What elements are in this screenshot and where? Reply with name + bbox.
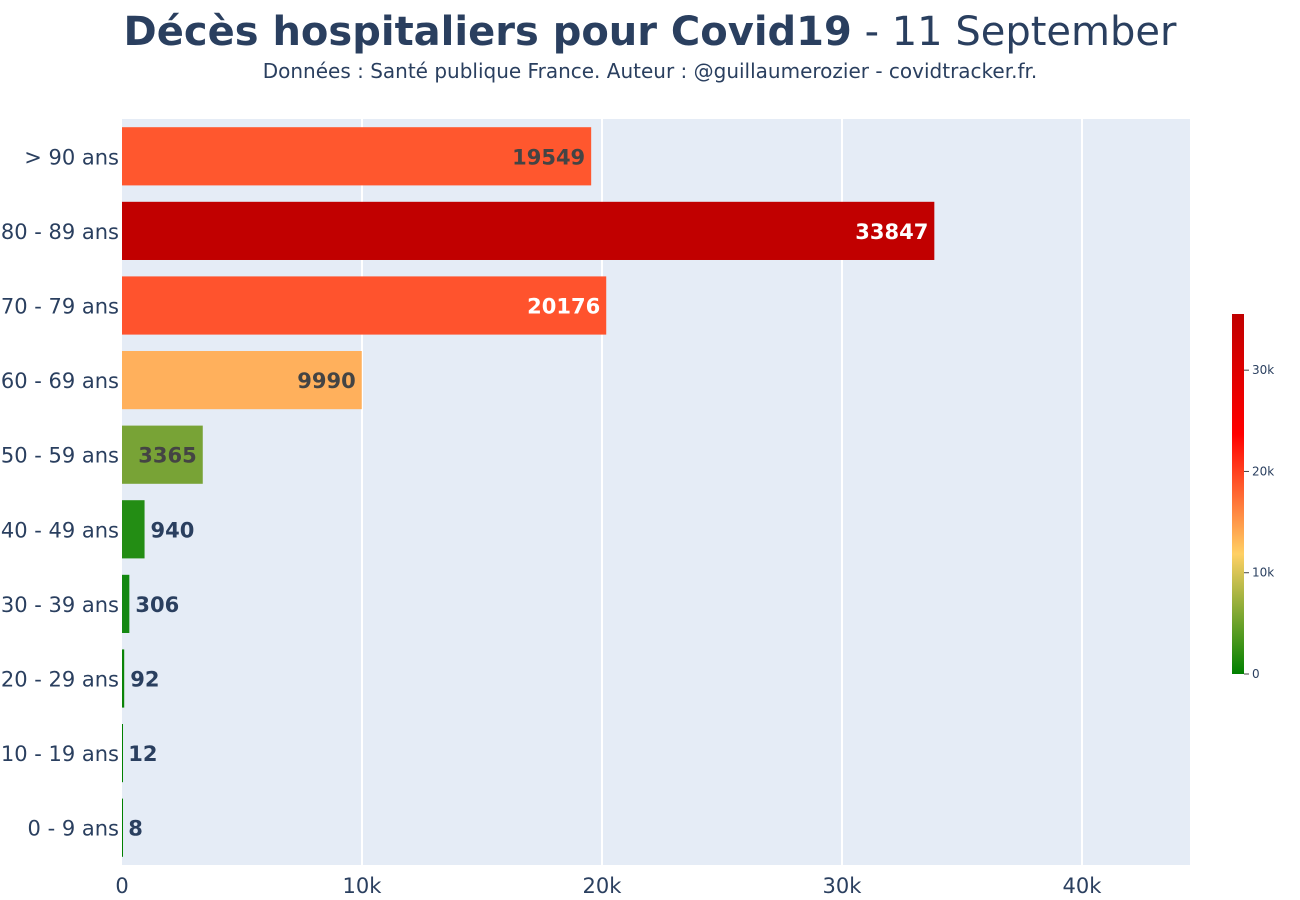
chart-title: Décès hospitaliers pour Covid19 - 11 Sep…: [0, 6, 1300, 58]
x-tick-label: 10k: [343, 874, 383, 898]
bar: [122, 500, 145, 559]
chart-subtitle: Données : Santé publique France. Auteur …: [262, 59, 1038, 83]
bar-value-label: 9990: [297, 369, 355, 393]
bar-value-label: 92: [130, 668, 159, 692]
bar: [122, 351, 362, 410]
bar-value-label: 33847: [855, 220, 928, 244]
bar: [122, 574, 130, 633]
y-tick-label: 50 - 59 ans: [1, 444, 119, 468]
bar: [122, 127, 592, 186]
bars: [122, 127, 935, 857]
bar: [122, 425, 203, 484]
y-tick-label: 0 - 9 ans: [28, 817, 119, 841]
chart-title-main: Décès hospitaliers pour Covid19: [123, 9, 852, 55]
y-tick-label: 80 - 89 ans: [1, 220, 119, 244]
bar-value-label: 8: [128, 817, 143, 841]
bar: [122, 724, 123, 783]
y-axis-ticks: > 90 ans 80 - 89 ans 70 - 79 ans 60 - 69 an…: [1, 145, 119, 840]
x-tick-label: 30k: [823, 874, 863, 898]
x-tick-label: 40k: [1063, 874, 1103, 898]
bar: [122, 798, 123, 857]
y-tick-label: 40 - 49 ans: [1, 518, 119, 542]
colorbar-gradient: [1232, 314, 1244, 674]
title-block: Décès hospitaliers pour Covid19 - 11 Sep…: [0, 6, 1300, 84]
bar-value-label: 3365: [138, 444, 196, 468]
colorbar-tick-label: 30k: [1252, 363, 1274, 377]
y-tick-label: 20 - 29 ans: [1, 668, 119, 692]
x-tick-label: 20k: [583, 874, 623, 898]
y-tick-label: 30 - 39 ans: [1, 593, 119, 617]
bar-value-label: 19549: [512, 145, 585, 169]
y-tick-label: 10 - 19 ans: [1, 742, 119, 766]
bar: [122, 201, 935, 260]
bar: [122, 649, 125, 708]
y-tick-label: > 90 ans: [24, 145, 119, 169]
colorbar-tick-label: 0: [1252, 667, 1260, 681]
y-tick-label: 70 - 79 ans: [1, 295, 119, 319]
x-axis-ticks: 0 10k 20k 30k 40k: [115, 874, 1102, 898]
bar-value-label: 20176: [527, 295, 600, 319]
colorbar-tick-label: 10k: [1252, 566, 1274, 580]
y-tick-label: 60 - 69 ans: [1, 369, 119, 393]
x-tick-label: 0: [115, 874, 128, 898]
bar: [122, 276, 607, 335]
colorbar-tick-label: 20k: [1252, 464, 1274, 478]
bar-value-label: 306: [135, 593, 179, 617]
colorbar: 0 10k 20k 30k: [1232, 314, 1274, 681]
bar-value-label: 12: [128, 742, 157, 766]
bar-labels: 19549 33847 20176 9990 3365 940 306 92 12 8: [128, 145, 928, 840]
bar-value-label: 940: [151, 518, 195, 542]
chart-title-date: - 11 September: [851, 9, 1177, 55]
